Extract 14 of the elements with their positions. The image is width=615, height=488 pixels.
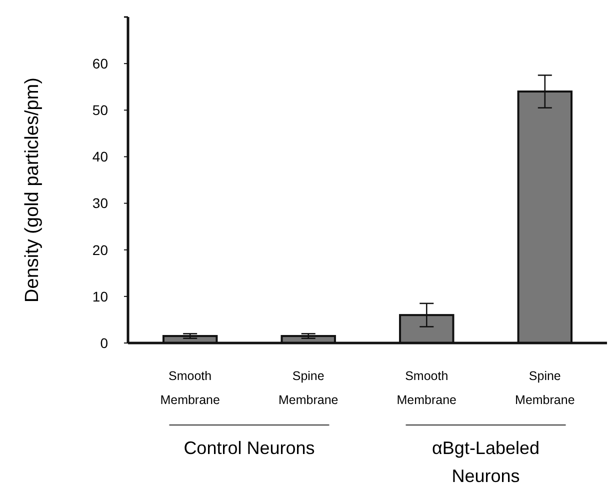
y-tick-label: 0 — [100, 334, 108, 351]
x-tick-label: Spine Membrane — [278, 369, 338, 407]
y-axis-title: Density (gold particles/pm) — [22, 78, 43, 302]
y-tick-label: 40 — [92, 148, 108, 165]
text: Control Neurons — [184, 438, 315, 458]
text: αBgt-Labeled Neurons — [432, 438, 540, 486]
y-tick-label: 50 — [92, 102, 108, 118]
y-tick-label: 20 — [92, 242, 108, 258]
y-tick-label: 60 — [92, 55, 108, 72]
x-tick-label: Smooth Membrane — [160, 369, 220, 407]
y-tick-label: 10 — [92, 288, 108, 304]
y-tick-label: 30 — [92, 195, 108, 212]
x-tick-label: Smooth Membrane — [396, 369, 457, 407]
x-tick-label: Spine Membrane — [515, 369, 575, 407]
